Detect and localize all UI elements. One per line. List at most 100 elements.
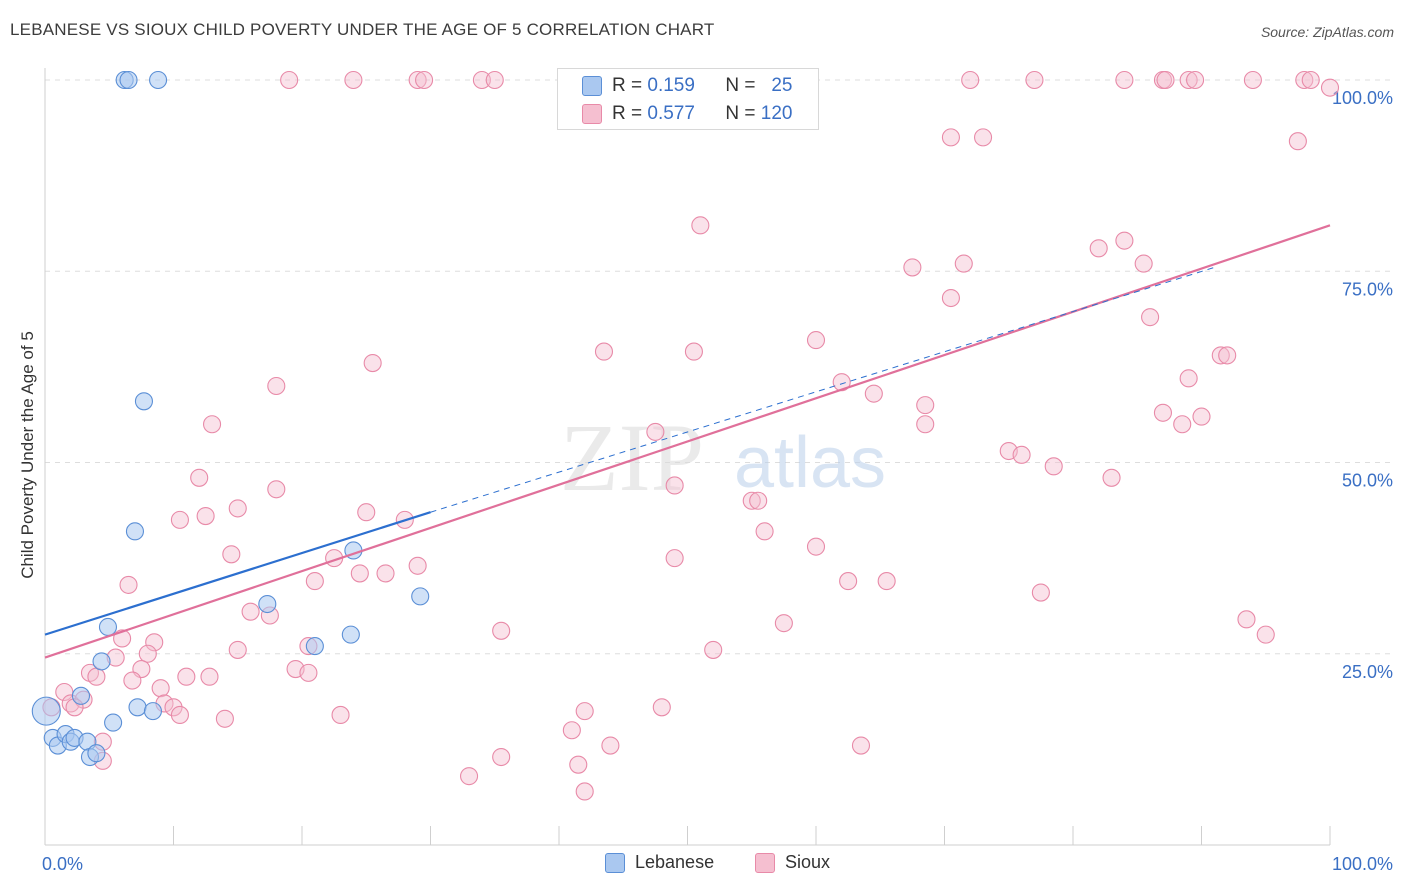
sioux-point xyxy=(774,614,793,633)
source-label: Source: ZipAtlas.com xyxy=(1260,24,1394,40)
sioux-point xyxy=(151,679,170,698)
sioux-point xyxy=(1192,407,1211,426)
lebanese-point xyxy=(98,617,118,637)
sioux-point xyxy=(569,755,588,774)
sioux-point xyxy=(1211,346,1230,365)
sioux-point xyxy=(1301,70,1320,90)
sioux-point xyxy=(241,602,260,621)
sioux-point xyxy=(492,621,511,640)
sioux-point xyxy=(961,70,980,90)
sioux-point xyxy=(1134,254,1153,273)
sioux-point xyxy=(575,702,594,721)
sioux-point xyxy=(1044,457,1063,476)
y-tick-label: 100.0% xyxy=(1332,88,1393,108)
trend-lines xyxy=(44,224,1331,659)
sioux-point xyxy=(299,663,318,682)
lebanese-point xyxy=(71,686,91,705)
sioux-point xyxy=(123,671,142,690)
sioux-point xyxy=(415,70,434,90)
sioux-point xyxy=(215,709,234,728)
sioux-point xyxy=(350,564,369,583)
lebanese-point xyxy=(411,587,430,606)
sioux-point xyxy=(941,288,960,308)
stats-row-lebanese: R = 0.159 N = 25 xyxy=(582,73,792,99)
sioux-points xyxy=(42,70,1340,801)
watermark-zip: ZIP xyxy=(560,404,704,511)
sioux-point xyxy=(1179,369,1198,388)
sioux-point xyxy=(916,396,935,415)
bottom-legend: Lebanese Sioux xyxy=(0,850,1406,880)
sioux-point xyxy=(1089,239,1108,258)
legend-item-sioux[interactable]: Sioux xyxy=(755,852,830,873)
lebanese-r-value: 0.159 xyxy=(647,75,695,96)
sioux-point xyxy=(652,698,671,717)
sioux-point xyxy=(228,640,247,659)
sioux-point xyxy=(742,491,761,510)
sioux-point xyxy=(575,782,594,801)
legend-sioux-label: Sioux xyxy=(785,852,831,872)
sioux-point xyxy=(267,480,286,499)
legend-item-lebanese[interactable]: Lebanese xyxy=(605,852,714,873)
sioux-point xyxy=(1320,78,1340,97)
x-axis-tick-labels: 0.0% 100.0% xyxy=(42,854,1393,874)
sioux-point xyxy=(1173,415,1192,434)
sioux-point xyxy=(196,506,215,526)
sioux-point xyxy=(1256,625,1275,644)
sioux-point xyxy=(1237,610,1256,629)
watermark-atlas: atlas xyxy=(734,423,886,503)
lebanese-points xyxy=(31,70,430,767)
sioux-point xyxy=(492,747,511,767)
lebanese-point xyxy=(258,594,277,614)
axes xyxy=(44,68,1331,846)
lebanese-n-label: N = xyxy=(725,75,756,96)
sioux-point xyxy=(408,556,427,575)
legend-sioux-swatch xyxy=(755,852,775,873)
sioux-point xyxy=(851,736,871,755)
sioux-point xyxy=(280,70,299,90)
lebanese-point xyxy=(31,696,61,726)
sioux-point xyxy=(472,70,491,90)
y-axis-tick-labels: 25.0% 50.0% 75.0% 100.0% xyxy=(1332,88,1393,682)
sioux-point xyxy=(344,70,363,90)
x-tick-label-min: 0.0% xyxy=(42,854,83,874)
sioux-point xyxy=(459,767,479,786)
sioux-point xyxy=(1295,70,1314,90)
sioux-point xyxy=(1012,445,1031,464)
lebanese-point xyxy=(134,392,153,411)
sioux-point xyxy=(267,376,286,396)
sioux-point xyxy=(170,705,189,725)
sioux-point xyxy=(903,258,922,277)
sioux-point xyxy=(646,422,665,441)
sioux-point xyxy=(200,667,219,686)
sioux-trend-line xyxy=(44,224,1331,659)
lebanese-point xyxy=(128,698,147,717)
sioux-point xyxy=(691,216,710,235)
y-tick-label: 75.0% xyxy=(1342,279,1393,299)
sioux-point xyxy=(203,415,222,434)
sioux-point xyxy=(1141,308,1160,327)
sioux-point xyxy=(1031,583,1050,602)
lebanese-point xyxy=(119,70,138,90)
sioux-n-value: 120 xyxy=(760,103,793,124)
sioux-point xyxy=(1115,231,1134,250)
sioux-point xyxy=(877,572,896,591)
sioux-n-label: N = xyxy=(725,103,756,124)
sioux-point xyxy=(138,644,157,663)
sioux-point xyxy=(363,353,382,373)
sioux-swatch xyxy=(582,104,602,124)
sioux-point xyxy=(1156,70,1175,90)
stats-legend: R = 0.159 N = 25 R = 0.577 N = 120 xyxy=(557,68,819,130)
lebanese-trend-line-extrapolated xyxy=(430,266,1215,513)
sioux-point xyxy=(806,537,826,556)
sioux-point xyxy=(222,545,241,564)
sioux-point xyxy=(1025,70,1044,90)
sioux-point xyxy=(601,736,620,755)
watermark: ZIP atlas xyxy=(560,404,886,511)
legend-lebanese-label: Lebanese xyxy=(635,852,715,872)
sioux-point xyxy=(228,499,247,518)
sioux-point xyxy=(665,549,684,568)
lebanese-n-value: 25 xyxy=(771,75,793,96)
sioux-point xyxy=(1102,468,1121,487)
sioux-point xyxy=(87,667,106,686)
